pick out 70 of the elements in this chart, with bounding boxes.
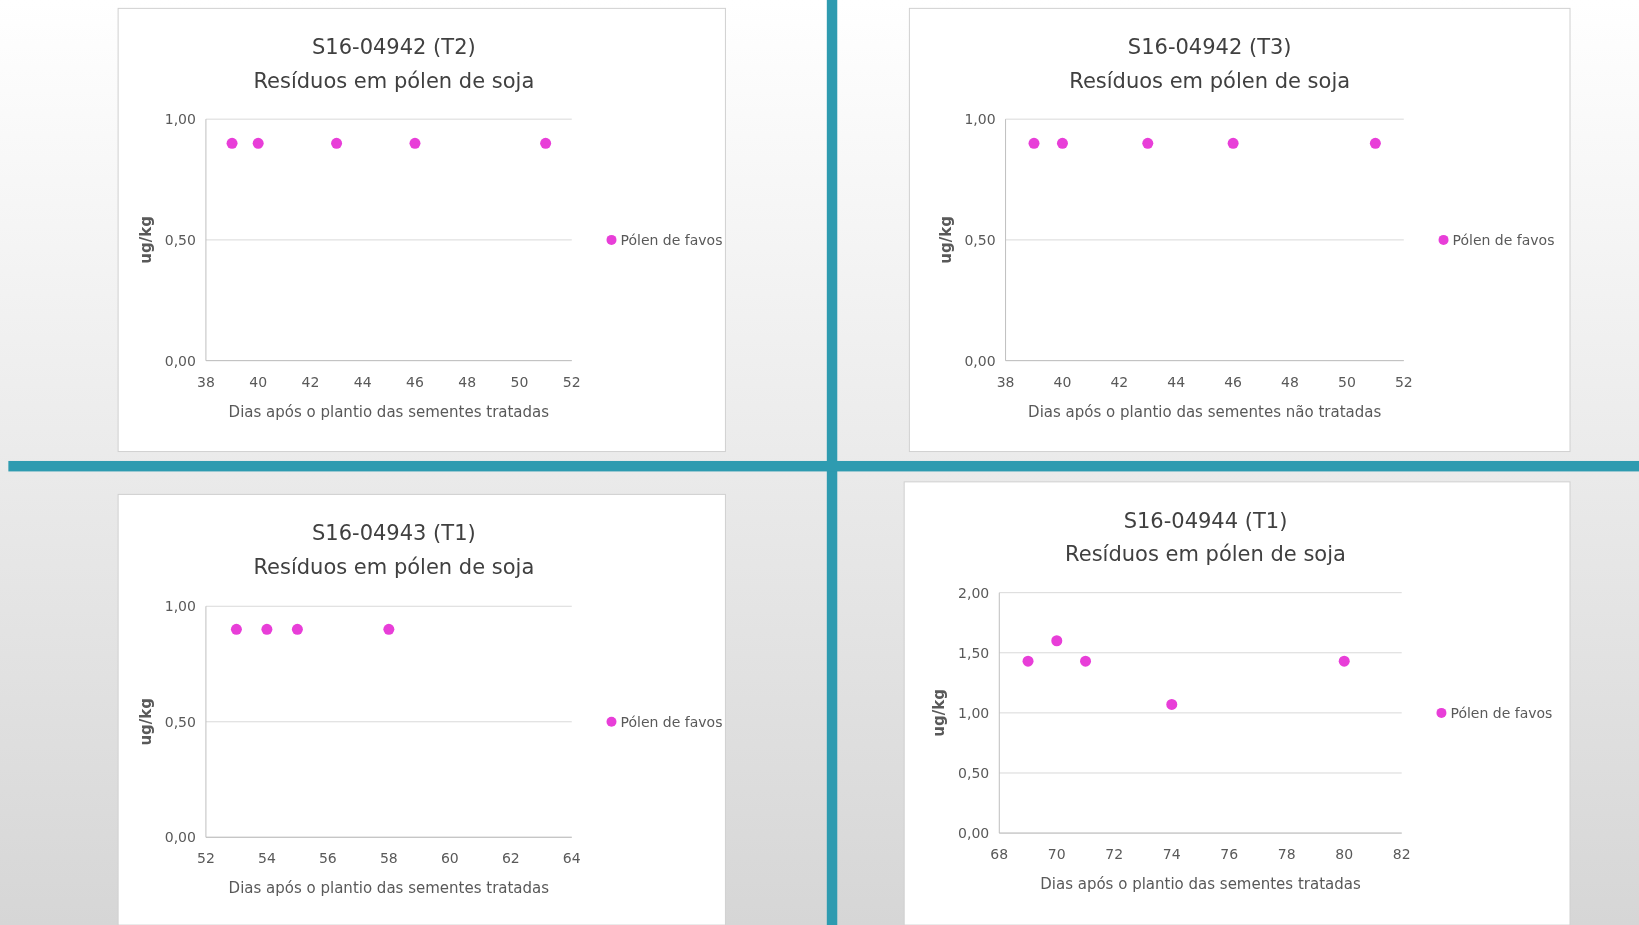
x-tick-label: 52 <box>197 850 215 867</box>
x-tick-label: 38 <box>996 373 1015 390</box>
x-tick-label: 52 <box>1394 373 1413 390</box>
y-axis-title: ug/kg <box>936 216 955 264</box>
chart-title: S16-04944 (T1) <box>1123 508 1288 533</box>
x-tick-label: 72 <box>1105 846 1124 863</box>
x-axis-title: Dias após o plantio das sementes não tratadas <box>1028 402 1382 421</box>
chart-subtitle: Resíduos em pólen de soja <box>253 68 535 93</box>
x-axis-title: Dias após o plantio das sementes tratadas <box>228 402 550 421</box>
y-tick-label: 1,00 <box>964 111 996 128</box>
y-tick-label: 0,50 <box>958 764 990 781</box>
x-axis-title: Dias após o plantio das sementes tratadas <box>1040 875 1361 894</box>
x-tick-label: 70 <box>1047 846 1066 863</box>
chart-title: S16-04942 (T3) <box>1127 35 1292 60</box>
legend-label: Pólen de favos <box>1450 704 1553 721</box>
chart-subtitle: Resíduos em pólen de soja <box>1069 68 1351 93</box>
x-tick-label: 56 <box>318 850 337 867</box>
x-tick-label: 46 <box>1224 373 1243 390</box>
legend-label: Pólen de favos <box>1452 231 1555 248</box>
x-axis-title: Dias após o plantio das sementes tratadas <box>228 879 550 898</box>
x-tick-label: 62 <box>501 850 520 867</box>
x-tick-label: 54 <box>257 850 276 867</box>
x-tick-label: 50 <box>510 373 529 390</box>
legend-label: Pólen de favos <box>620 231 723 248</box>
x-tick-label: 80 <box>1335 846 1354 863</box>
chart-title: S16-04943 (T1) <box>312 521 476 546</box>
x-tick-label: 76 <box>1220 846 1239 863</box>
legend-label: Pólen de favos <box>620 713 723 730</box>
x-tick-label: 48 <box>1281 373 1299 390</box>
x-tick-label: 52 <box>562 373 581 390</box>
x-tick-label: 48 <box>458 373 477 390</box>
x-tick-label: 42 <box>301 373 320 390</box>
y-tick-label: 1,00 <box>164 111 196 128</box>
point <box>1022 655 1034 667</box>
x-tick-label: 64 <box>562 850 581 867</box>
y-tick-label: 0,50 <box>164 713 196 730</box>
x-tick-label: 60 <box>440 850 459 867</box>
x-tick-label: 82 <box>1392 846 1411 863</box>
point <box>1051 635 1063 647</box>
y-tick-label: 1,50 <box>958 644 990 661</box>
y-tick-label: 0,50 <box>964 231 996 248</box>
y-tick-label: 0,00 <box>964 352 996 369</box>
x-tick-label: 58 <box>379 850 398 867</box>
x-tick-label: 40 <box>249 373 268 390</box>
x-tick-label: 46 <box>406 373 424 390</box>
y-tick-label: 0,00 <box>164 829 196 846</box>
y-tick-label: 1,00 <box>164 598 196 615</box>
x-tick-label: 74 <box>1162 846 1181 863</box>
y-tick-label: 2,00 <box>958 584 990 601</box>
x-tick-label: 78 <box>1277 846 1296 863</box>
x-tick-label: 68 <box>990 846 1009 863</box>
point <box>1166 698 1178 710</box>
y-tick-label: 1,00 <box>958 704 990 721</box>
x-tick-label: 40 <box>1053 373 1072 390</box>
y-tick-label: 0,00 <box>958 824 990 841</box>
x-tick-label: 50 <box>1338 373 1356 390</box>
point <box>1338 655 1350 667</box>
y-axis-title: ug/kg <box>136 697 155 746</box>
point <box>1080 655 1092 667</box>
x-tick-label: 42 <box>1110 373 1129 390</box>
y-tick-label: 0,00 <box>164 352 196 369</box>
chart-title: S16-04942 (T2) <box>312 35 476 60</box>
y-axis-title: ug/kg <box>930 689 949 737</box>
chart-subtitle: Resíduos em pólen de soja <box>253 554 535 579</box>
chart-subtitle: Resíduos em pólen de soja <box>1065 542 1346 567</box>
x-tick-label: 44 <box>353 373 372 390</box>
y-axis-title: ug/kg <box>136 216 155 264</box>
x-tick-label: 44 <box>1167 373 1186 390</box>
y-tick-label: 0,50 <box>164 231 196 248</box>
x-tick-label: 38 <box>197 373 215 390</box>
